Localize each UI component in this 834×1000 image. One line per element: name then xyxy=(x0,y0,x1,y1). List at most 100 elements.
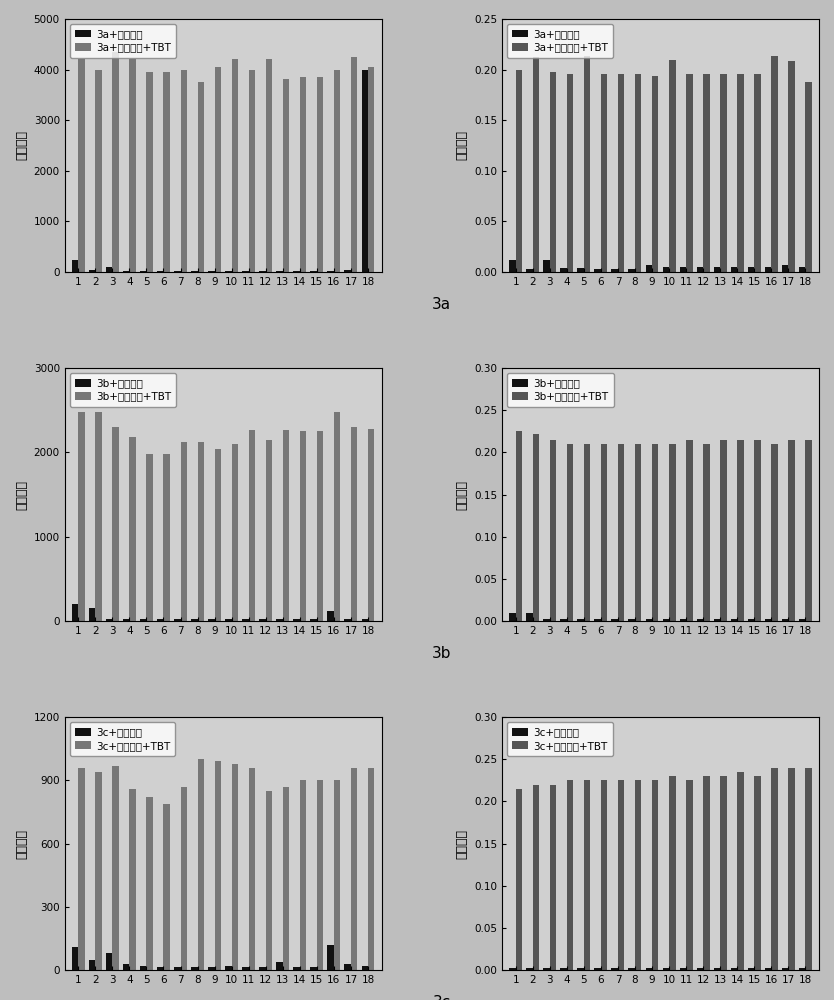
Bar xyxy=(543,260,550,272)
Bar xyxy=(721,440,726,621)
Bar xyxy=(703,74,710,272)
Y-axis label: 紫外吸收: 紫外吸收 xyxy=(455,130,469,160)
Bar xyxy=(299,431,306,621)
Bar xyxy=(317,77,324,272)
Bar xyxy=(515,70,522,272)
Bar xyxy=(765,267,771,272)
Bar xyxy=(600,780,607,970)
Bar xyxy=(89,960,95,970)
Bar xyxy=(368,67,374,272)
Bar xyxy=(276,619,283,621)
Bar xyxy=(748,968,754,970)
Bar xyxy=(283,430,289,621)
Bar xyxy=(317,780,324,970)
Bar xyxy=(737,74,744,272)
Bar xyxy=(214,67,221,272)
Bar xyxy=(748,619,754,621)
Bar xyxy=(788,440,795,621)
Bar xyxy=(351,57,358,272)
Bar xyxy=(225,619,232,621)
Bar xyxy=(799,968,806,970)
Legend: 3a+金属离子, 3a+金属离子+TBT: 3a+金属离子, 3a+金属离子+TBT xyxy=(507,24,613,58)
Bar xyxy=(703,444,710,621)
Bar xyxy=(510,260,515,272)
Bar xyxy=(163,72,170,272)
Text: 3c: 3c xyxy=(433,995,451,1000)
Bar xyxy=(765,968,771,970)
Bar xyxy=(680,968,686,970)
Bar xyxy=(629,968,635,970)
Bar xyxy=(652,76,659,272)
Bar xyxy=(310,271,317,272)
Bar xyxy=(533,434,540,621)
Bar xyxy=(78,768,85,970)
Bar xyxy=(163,804,170,970)
Bar xyxy=(584,444,590,621)
Bar xyxy=(584,56,590,272)
Bar xyxy=(95,412,102,621)
Bar xyxy=(242,619,249,621)
Bar xyxy=(208,271,214,272)
Bar xyxy=(595,968,600,970)
Bar xyxy=(533,785,540,970)
Bar xyxy=(242,967,249,970)
Bar xyxy=(249,70,255,272)
Y-axis label: 紫外吸收: 紫外吸收 xyxy=(455,480,469,510)
Bar xyxy=(669,60,676,272)
Bar xyxy=(662,619,669,621)
Bar xyxy=(595,619,600,621)
Bar xyxy=(806,768,811,970)
Bar xyxy=(646,265,652,272)
Bar xyxy=(95,772,102,970)
Bar xyxy=(174,967,180,970)
Bar xyxy=(225,271,232,272)
Bar xyxy=(198,759,204,970)
Bar xyxy=(618,444,625,621)
Bar xyxy=(560,268,567,272)
Bar xyxy=(721,74,726,272)
Bar xyxy=(526,269,533,272)
Bar xyxy=(225,966,232,970)
Bar xyxy=(696,267,703,272)
Bar xyxy=(799,267,806,272)
Bar xyxy=(163,454,170,621)
Bar xyxy=(361,619,368,621)
Bar xyxy=(174,619,180,621)
Bar xyxy=(242,271,249,272)
Legend: 3a+金属离子, 3a+金属离子+TBT: 3a+金属离子, 3a+金属离子+TBT xyxy=(70,24,176,58)
Bar xyxy=(180,442,187,621)
Bar xyxy=(276,271,283,272)
Bar xyxy=(317,431,324,621)
Bar xyxy=(550,72,556,272)
Text: 3b: 3b xyxy=(432,646,451,661)
Bar xyxy=(129,789,136,970)
Bar xyxy=(334,412,340,621)
Bar xyxy=(294,619,299,621)
Bar xyxy=(113,427,119,621)
Bar xyxy=(334,780,340,970)
Bar xyxy=(765,619,771,621)
Bar xyxy=(703,776,710,970)
Bar xyxy=(662,267,669,272)
Bar xyxy=(629,619,635,621)
Bar xyxy=(635,780,641,970)
Bar xyxy=(686,74,692,272)
Bar xyxy=(310,619,317,621)
Bar xyxy=(646,619,652,621)
Bar xyxy=(737,772,744,970)
Bar xyxy=(618,780,625,970)
Bar xyxy=(510,613,515,621)
Bar xyxy=(771,444,778,621)
Bar xyxy=(806,440,811,621)
Bar xyxy=(208,967,214,970)
Legend: 3b+金属离子, 3b+金属离子+TBT: 3b+金属离子, 3b+金属离子+TBT xyxy=(507,373,614,407)
Bar xyxy=(567,444,573,621)
Bar xyxy=(686,440,692,621)
Bar xyxy=(191,271,198,272)
Bar xyxy=(686,780,692,970)
Bar xyxy=(147,454,153,621)
Bar xyxy=(180,787,187,970)
Bar xyxy=(328,271,334,272)
Bar xyxy=(266,791,272,970)
Bar xyxy=(351,427,358,621)
